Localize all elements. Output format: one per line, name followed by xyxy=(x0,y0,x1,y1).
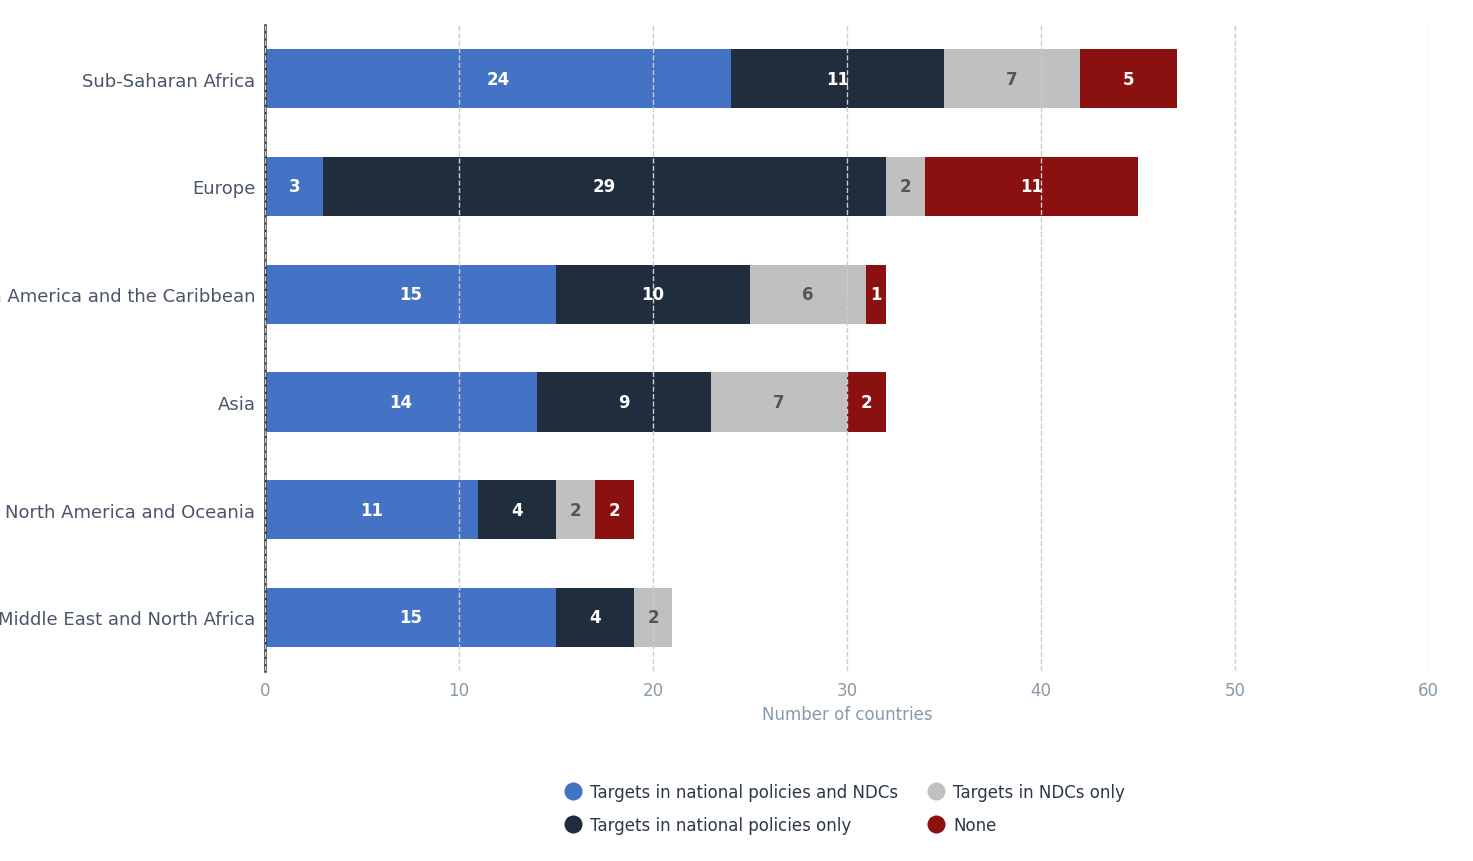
Text: 7: 7 xyxy=(1006,71,1018,89)
Bar xyxy=(265,349,1429,456)
Bar xyxy=(265,26,1429,133)
Bar xyxy=(265,480,479,540)
Text: 2: 2 xyxy=(570,501,582,519)
Bar xyxy=(265,456,1429,564)
Bar xyxy=(265,133,1429,241)
Text: 4: 4 xyxy=(511,501,523,519)
Bar xyxy=(265,588,557,647)
Bar xyxy=(731,50,944,109)
Text: 2: 2 xyxy=(860,393,872,412)
Text: 6: 6 xyxy=(803,286,815,304)
Bar xyxy=(557,480,595,540)
Text: 11: 11 xyxy=(361,501,383,519)
Text: 11: 11 xyxy=(826,71,848,89)
Bar xyxy=(1080,50,1177,109)
Text: 15: 15 xyxy=(399,609,423,627)
Bar xyxy=(265,373,536,432)
Bar xyxy=(557,588,633,647)
Bar xyxy=(885,158,925,217)
Text: 7: 7 xyxy=(773,393,785,412)
Bar xyxy=(595,480,633,540)
Bar xyxy=(536,373,711,432)
Text: 3: 3 xyxy=(289,178,300,196)
Bar xyxy=(323,158,885,217)
Text: 2: 2 xyxy=(608,501,620,519)
Bar xyxy=(557,265,750,325)
Text: 2: 2 xyxy=(647,609,658,627)
Bar xyxy=(866,265,885,325)
Text: 2: 2 xyxy=(900,178,910,196)
Text: 4: 4 xyxy=(589,609,601,627)
Text: 1: 1 xyxy=(871,286,882,304)
Bar xyxy=(925,158,1137,217)
Bar xyxy=(479,480,557,540)
Bar xyxy=(265,50,731,109)
Bar xyxy=(633,588,672,647)
Text: 11: 11 xyxy=(1019,178,1043,196)
Text: 15: 15 xyxy=(399,286,423,304)
Legend: Targets in national policies and NDCs, Targets in national policies only, Target: Targets in national policies and NDCs, T… xyxy=(569,784,1125,834)
Text: 5: 5 xyxy=(1122,71,1134,89)
Bar xyxy=(944,50,1080,109)
Bar xyxy=(265,265,557,325)
Bar xyxy=(265,564,1429,672)
Bar xyxy=(265,241,1429,349)
Text: 24: 24 xyxy=(486,71,510,89)
Bar xyxy=(711,373,847,432)
X-axis label: Number of countries: Number of countries xyxy=(762,705,932,722)
Text: 9: 9 xyxy=(619,393,630,412)
Text: 29: 29 xyxy=(594,178,616,196)
Bar xyxy=(265,158,323,217)
Text: 14: 14 xyxy=(389,393,412,412)
Bar xyxy=(750,265,866,325)
Text: 10: 10 xyxy=(642,286,664,304)
Bar xyxy=(847,373,885,432)
